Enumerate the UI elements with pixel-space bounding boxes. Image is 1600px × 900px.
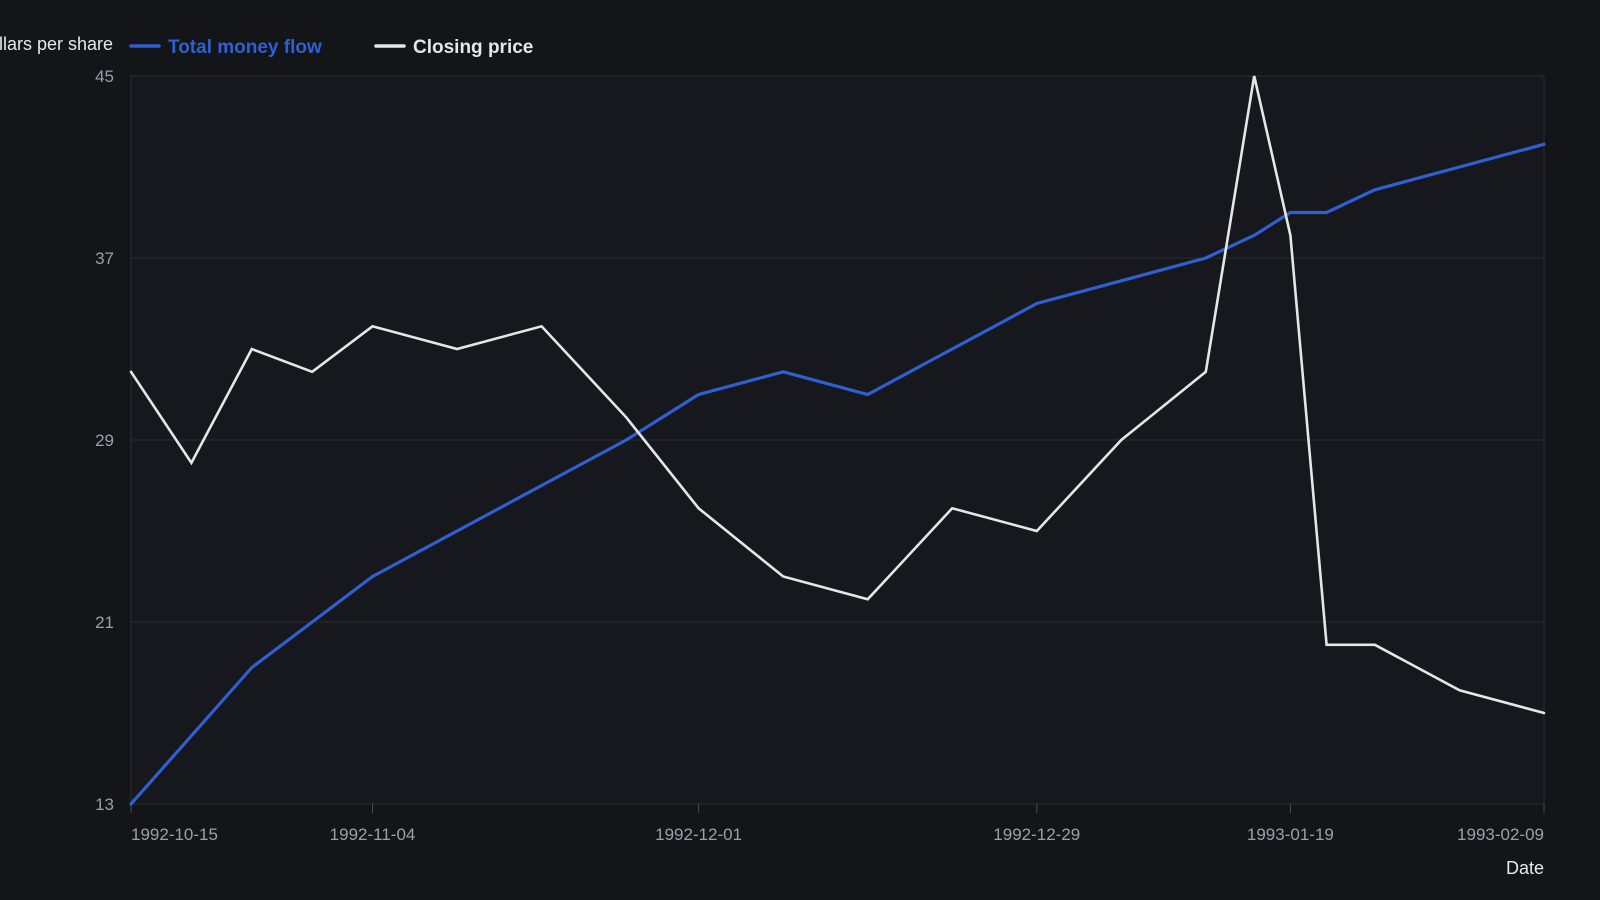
y-tick-label: 29 (95, 431, 114, 450)
total-money-flow-point (624, 438, 628, 442)
closing-price-point (310, 370, 314, 374)
total-money-flow-point (1288, 211, 1292, 215)
y-tick-label: 37 (95, 249, 114, 268)
total-money-flow-point (1373, 188, 1377, 192)
x-tick-label: 1993-01-19 (1247, 825, 1334, 844)
closing-price-point (950, 506, 954, 510)
total-money-flow-point (1458, 165, 1462, 169)
closing-price-point (1325, 643, 1329, 647)
closing-price-point (371, 324, 375, 328)
closing-price-point (866, 597, 870, 601)
x-tick-label: 1992-11-04 (330, 825, 416, 844)
total-money-flow-point (189, 734, 193, 738)
series-lines (129, 74, 1546, 806)
closing-price-point (781, 575, 785, 579)
closing-price-legend-label: Closing price (413, 37, 533, 58)
closing-price-point (1373, 643, 1377, 647)
closing-price-point (540, 324, 544, 328)
x-tick-label: 1993-02-09 (1457, 825, 1544, 844)
closing-price-point (1035, 529, 1039, 533)
closing-price-point (250, 347, 254, 351)
x-axis: 1992-10-15 1992-11-04 1992-12-01 1992-12-29… (130, 804, 1545, 844)
closing-price-point (1252, 74, 1256, 78)
total-money-flow-point (1119, 279, 1123, 283)
closing-price-point (624, 415, 628, 419)
total-money-flow-legend-label: Total money flow (168, 37, 322, 58)
closing-price-point (697, 506, 701, 510)
total-money-flow-point (540, 484, 544, 488)
y-tick-label: 21 (95, 613, 114, 632)
total-money-flow-point (1542, 142, 1546, 146)
closing-price-line (129, 75, 1546, 715)
x-tick-label: 1992-10-15 (131, 825, 218, 844)
x-axis-title: Date (1506, 858, 1544, 878)
total-money-flow-point (455, 529, 459, 533)
x-tick-label: 1992-12-29 (993, 825, 1080, 844)
total-money-flow-point (371, 575, 375, 579)
x-tick-label: 1992-12-01 (655, 825, 742, 844)
total-money-flow-point (1252, 233, 1256, 237)
total-money-flow-line (129, 142, 1546, 806)
closing-price-point (1288, 233, 1292, 237)
y-axis: 13 21 29 37 45 (95, 67, 114, 814)
closing-price-point (1204, 370, 1208, 374)
total-money-flow-point (250, 666, 254, 670)
legend: Total money flow Closing price (129, 37, 533, 58)
closing-price-point (1458, 688, 1462, 692)
y-axis-title: Dollars per share (0, 34, 113, 54)
total-money-flow-point (1035, 302, 1039, 306)
closing-price-point (1542, 711, 1546, 715)
closing-price-point (189, 461, 193, 465)
y-tick-label: 45 (95, 67, 114, 86)
total-money-flow-point (1325, 211, 1329, 215)
total-money-flow-point (1204, 256, 1208, 260)
closing-price-point (129, 370, 133, 374)
y-tick-label: 13 (95, 795, 114, 814)
total-money-flow-point (129, 802, 133, 806)
total-money-flow-point (866, 393, 870, 397)
closing-price-point (455, 347, 459, 351)
closing-price-point (1119, 438, 1123, 442)
total-money-flow-point (950, 347, 954, 351)
total-money-flow-point (697, 393, 701, 397)
total-money-flow-point (781, 370, 785, 374)
total-money-flow-point (310, 620, 314, 624)
